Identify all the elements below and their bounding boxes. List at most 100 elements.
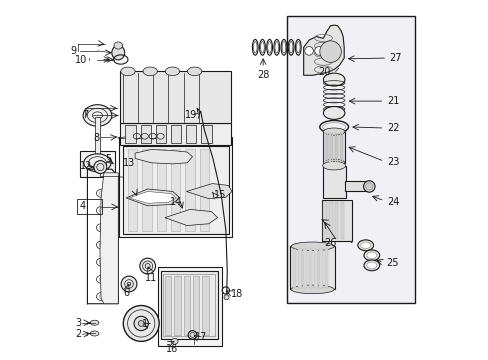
Bar	[297, 249, 301, 288]
Bar	[120, 123, 230, 145]
Ellipse shape	[90, 331, 99, 336]
Circle shape	[121, 276, 137, 292]
Ellipse shape	[187, 67, 202, 76]
Bar	[339, 133, 340, 162]
Text: 4: 4	[80, 201, 85, 211]
Text: 14: 14	[170, 197, 182, 207]
Text: 11: 11	[145, 273, 157, 283]
Ellipse shape	[323, 128, 344, 135]
Bar	[344, 181, 367, 192]
Bar	[340, 202, 344, 239]
Bar	[185, 126, 196, 143]
Ellipse shape	[366, 252, 376, 258]
Bar	[323, 132, 344, 163]
Circle shape	[304, 46, 313, 55]
Ellipse shape	[323, 159, 344, 166]
Bar	[156, 149, 165, 231]
Polygon shape	[164, 210, 217, 226]
Bar	[334, 133, 335, 162]
Ellipse shape	[322, 161, 345, 170]
Bar	[336, 133, 338, 162]
Ellipse shape	[114, 42, 122, 49]
Bar	[171, 149, 180, 231]
Bar	[290, 246, 335, 289]
Ellipse shape	[360, 242, 370, 248]
Text: 5: 5	[105, 154, 111, 164]
Ellipse shape	[290, 242, 333, 251]
Circle shape	[113, 214, 117, 218]
Bar	[155, 126, 166, 143]
Circle shape	[123, 306, 159, 341]
Text: 7: 7	[82, 111, 88, 121]
Text: 17: 17	[195, 332, 207, 342]
Bar	[321, 200, 351, 241]
Text: 18: 18	[230, 289, 243, 299]
Ellipse shape	[323, 73, 344, 86]
Text: 13: 13	[123, 158, 135, 168]
Ellipse shape	[112, 45, 124, 60]
Circle shape	[138, 320, 144, 326]
Circle shape	[113, 242, 117, 247]
Bar	[140, 126, 151, 143]
Text: 12: 12	[80, 161, 92, 171]
Bar	[142, 149, 151, 231]
Circle shape	[324, 46, 333, 55]
Bar	[77, 199, 102, 215]
Text: 25: 25	[386, 258, 398, 268]
Bar	[170, 126, 181, 143]
Circle shape	[113, 174, 117, 179]
Bar	[161, 271, 218, 338]
Ellipse shape	[363, 250, 379, 261]
Text: 21: 21	[386, 96, 399, 106]
Ellipse shape	[165, 67, 179, 76]
Bar	[120, 71, 230, 123]
Ellipse shape	[142, 67, 157, 76]
Bar	[319, 249, 323, 288]
Bar	[128, 149, 137, 231]
Bar	[324, 249, 328, 288]
Text: 28: 28	[256, 69, 269, 80]
Ellipse shape	[290, 285, 333, 294]
Bar	[185, 149, 194, 231]
Polygon shape	[135, 149, 192, 164]
Circle shape	[127, 282, 131, 286]
Bar	[324, 133, 325, 162]
Text: 26: 26	[324, 238, 336, 248]
Text: 16: 16	[165, 344, 178, 354]
Ellipse shape	[357, 240, 373, 251]
Text: 8: 8	[94, 133, 100, 143]
Bar	[174, 276, 180, 335]
Bar	[192, 276, 199, 335]
Ellipse shape	[121, 67, 135, 76]
Text: 24: 24	[386, 197, 399, 207]
Ellipse shape	[83, 105, 112, 126]
Bar	[201, 126, 211, 143]
Bar	[334, 202, 338, 239]
Bar	[292, 249, 296, 288]
Ellipse shape	[366, 262, 376, 269]
Polygon shape	[186, 184, 231, 199]
Bar	[328, 202, 332, 239]
Bar	[80, 151, 115, 177]
Bar	[158, 267, 221, 346]
Bar	[313, 249, 317, 288]
Bar	[341, 133, 343, 162]
Bar	[323, 202, 326, 239]
Polygon shape	[303, 25, 344, 75]
Text: 27: 27	[389, 53, 402, 63]
Bar	[163, 274, 215, 336]
Bar	[308, 249, 312, 288]
Text: 6: 6	[123, 288, 130, 298]
Circle shape	[134, 316, 148, 330]
Bar	[286, 16, 414, 303]
Ellipse shape	[188, 330, 196, 339]
Bar	[123, 146, 228, 234]
Bar	[202, 276, 208, 335]
Bar	[303, 249, 306, 288]
Circle shape	[94, 161, 106, 174]
Circle shape	[140, 258, 155, 274]
Ellipse shape	[83, 154, 111, 172]
Ellipse shape	[363, 181, 374, 192]
Bar	[125, 126, 136, 143]
Text: 9: 9	[70, 46, 77, 56]
